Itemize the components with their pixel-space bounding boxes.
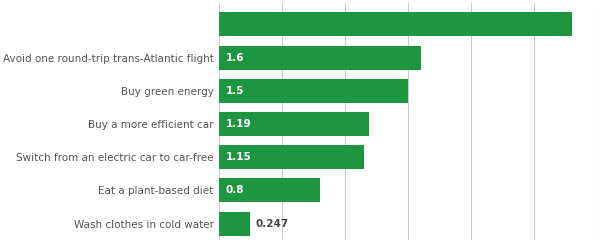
Text: 1.6: 1.6 <box>226 52 244 63</box>
Text: 1.15: 1.15 <box>226 152 251 162</box>
Bar <box>219 178 320 202</box>
Text: 0.247: 0.247 <box>256 219 289 229</box>
Bar <box>219 145 364 169</box>
Text: 1.5: 1.5 <box>226 86 244 96</box>
Bar <box>219 12 572 36</box>
Bar <box>219 112 369 136</box>
Text: 1.19: 1.19 <box>226 119 251 129</box>
Bar <box>219 79 408 103</box>
Text: 0.8: 0.8 <box>226 185 244 195</box>
Bar <box>219 212 250 235</box>
Bar <box>219 46 421 69</box>
